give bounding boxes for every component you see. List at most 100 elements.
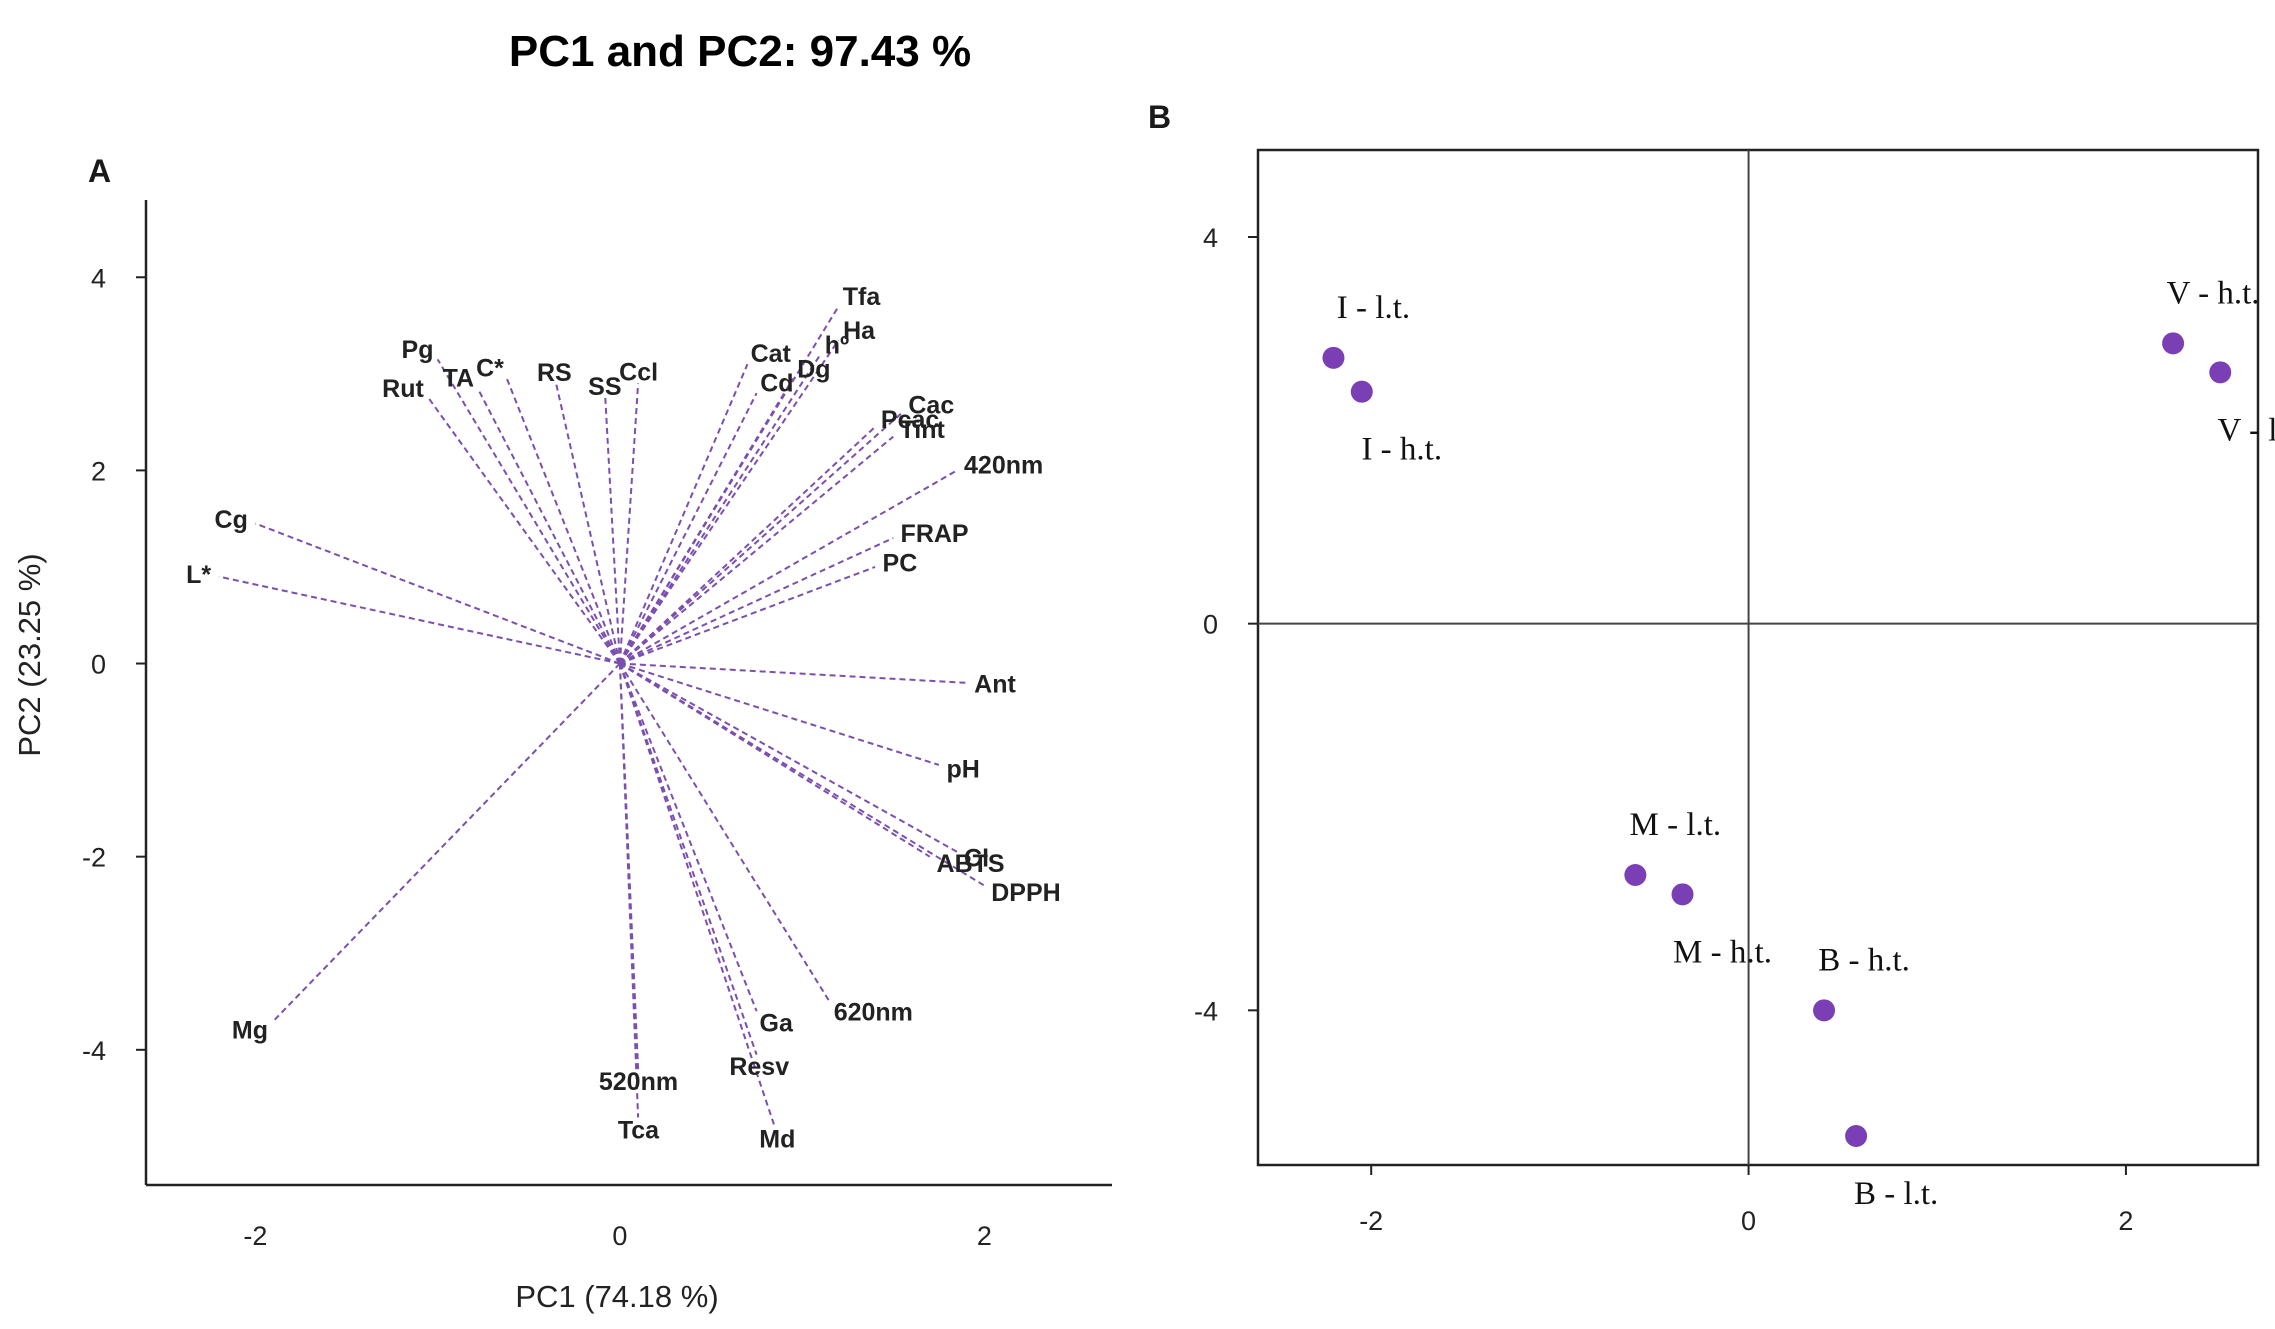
scores-y-tick: 0 [1203, 610, 1218, 640]
score-label-b-l-t: B - l.t. [1854, 1176, 1938, 1212]
loadings-x-tick: 0 [612, 1221, 627, 1251]
scores-x-ticks: -2 0 2 [1359, 1165, 2133, 1236]
loading-label-420nm: 420nm [964, 451, 1043, 479]
loading-vector-pc [619, 566, 876, 665]
loadings-y-tick: -2 [82, 843, 106, 873]
loadings-x-tick: -2 [243, 1221, 267, 1251]
score-label-v-l-t: V - l.t. [2217, 412, 2275, 448]
loading-label-l: L* [186, 561, 211, 589]
loading-vector-ant [619, 662, 967, 684]
loadings-y-axis-title: PC2 (23.25 %) [12, 553, 47, 756]
loading-vector-tint [619, 435, 894, 665]
scores-x-tick: 0 [1741, 1206, 1756, 1236]
score-label-v-h-t: V - h.t. [2167, 275, 2260, 311]
loading-label-pcac: Pcac [881, 406, 939, 434]
score-point-m-l-t [1624, 864, 1647, 886]
figure-title: PC1 and PC2: 97.43 % [509, 27, 971, 76]
loading-label-tca: Tca [618, 1116, 660, 1144]
loading-label-ccl: Ccl [619, 359, 658, 387]
loading-label-tfa: Tfa [843, 283, 882, 311]
loading-vector-frap [619, 537, 894, 665]
panel-a-label: A [88, 153, 111, 189]
loadings-y-tick: 2 [91, 456, 106, 486]
loading-label-dpph: DPPH [991, 879, 1060, 907]
score-point-i-l-t [1322, 346, 1345, 369]
loading-label-mg: Mg [232, 1016, 268, 1044]
loading-label-520nm: 520nm [599, 1068, 678, 1096]
loading-label-ss: SS [588, 373, 621, 401]
loading-vector-cd [618, 392, 758, 664]
loadings-y-tick: -4 [82, 1036, 106, 1066]
scores-x-tick: -2 [1359, 1206, 1383, 1236]
loading-vector-l [218, 575, 621, 665]
loading-vector-tca [618, 663, 640, 1118]
loadings-x-axis-title: PC1 (74.18 %) [515, 1279, 718, 1314]
loading-vector-mg [272, 662, 621, 1022]
score-point-v-h-t [2162, 332, 2185, 355]
loading-label-cd: Cd [760, 369, 793, 397]
score-label-i-h-t: I - h.t. [1361, 432, 1442, 468]
loading-vector-cl [619, 662, 958, 853]
loading-vector-ph [619, 662, 940, 766]
loadings-y-tick: 4 [91, 263, 106, 293]
loading-label-tint: Tint [899, 416, 945, 444]
loading-vector-rut [427, 397, 621, 665]
loading-label-c: C* [476, 354, 504, 382]
loading-label-620nm: 620nm [834, 999, 913, 1027]
scores-x-tick: 2 [2118, 1206, 2133, 1236]
loading-label-ant: Ant [974, 671, 1016, 699]
loadings-x-tick: 2 [977, 1221, 992, 1251]
score-label-i-l-t: I - l.t. [1337, 290, 1410, 326]
score-point-i-h-t [1350, 380, 1373, 403]
loading-label-ga: Ga [760, 1009, 794, 1037]
loading-vector-ha [619, 339, 840, 665]
loading-label-cac: Cac [908, 391, 954, 419]
scores-y-tick: -4 [1194, 996, 1218, 1026]
loading-label-resv: Resv [729, 1053, 789, 1081]
score-points [1322, 332, 2232, 1147]
loadings-x-ticks: -2 0 2 [243, 1221, 992, 1251]
score-label-b-h-t: B - h.t. [1818, 942, 1910, 978]
score-point-b-h-t [1813, 999, 1836, 1022]
score-point-b-l-t [1845, 1125, 1868, 1147]
loading-vectors [218, 305, 985, 1128]
loading-vector-cac [619, 411, 904, 665]
loading-label-cg: Cg [215, 506, 248, 534]
loading-vector-h [619, 353, 822, 665]
score-label-m-l-t: M - l.t. [1630, 807, 1722, 843]
loading-label-ph: pH [946, 756, 979, 784]
loading-vector-md [618, 663, 776, 1128]
loading-label-pc: PC [883, 550, 918, 578]
loading-vector-c [505, 378, 621, 664]
loading-vector-cat [618, 363, 749, 664]
score-labels: I - l.t. I - h.t. V - h.t. V - l.t. M - l.t.… [1337, 275, 2275, 1212]
loading-vector-resv [618, 663, 758, 1055]
loadings-y-ticks: 4 2 0 -2 -4 [82, 263, 146, 1066]
loading-label-cl: Cl [964, 845, 989, 873]
score-label-m-h-t: M - h.t. [1673, 934, 1772, 970]
loading-label-dg: Dg [797, 355, 830, 383]
loading-label-ha: Ha [843, 317, 876, 345]
panel-b-label: B [1148, 99, 1171, 135]
loading-label-rut: Rut [382, 375, 424, 403]
loading-label-cat: Cat [751, 340, 792, 368]
loading-vector-ccl [618, 383, 640, 664]
loading-label-pg: Pg [402, 336, 434, 364]
loading-label-h: hº [825, 331, 849, 359]
loading-label-abts: ABTS [937, 850, 1005, 878]
score-point-v-l-t [2209, 361, 2232, 384]
scores-plot-frame [1256, 148, 2260, 1167]
loading-label-md: Md [759, 1125, 795, 1153]
scores-plot: I - l.t. I - h.t. V - h.t. V - l.t. M - l.t.… [1194, 148, 2275, 1236]
loading-label-ta: TA [443, 365, 474, 393]
loading-vector-rs [555, 383, 621, 664]
loading-label-frap: FRAP [901, 520, 969, 548]
scores-y-ticks: 4 0 -4 [1194, 223, 1258, 1026]
loading-vector-pcac [619, 426, 876, 665]
loading-vector-ta [476, 387, 621, 664]
loading-vector-dg [619, 378, 794, 665]
loading-vector-ga [618, 663, 758, 1012]
